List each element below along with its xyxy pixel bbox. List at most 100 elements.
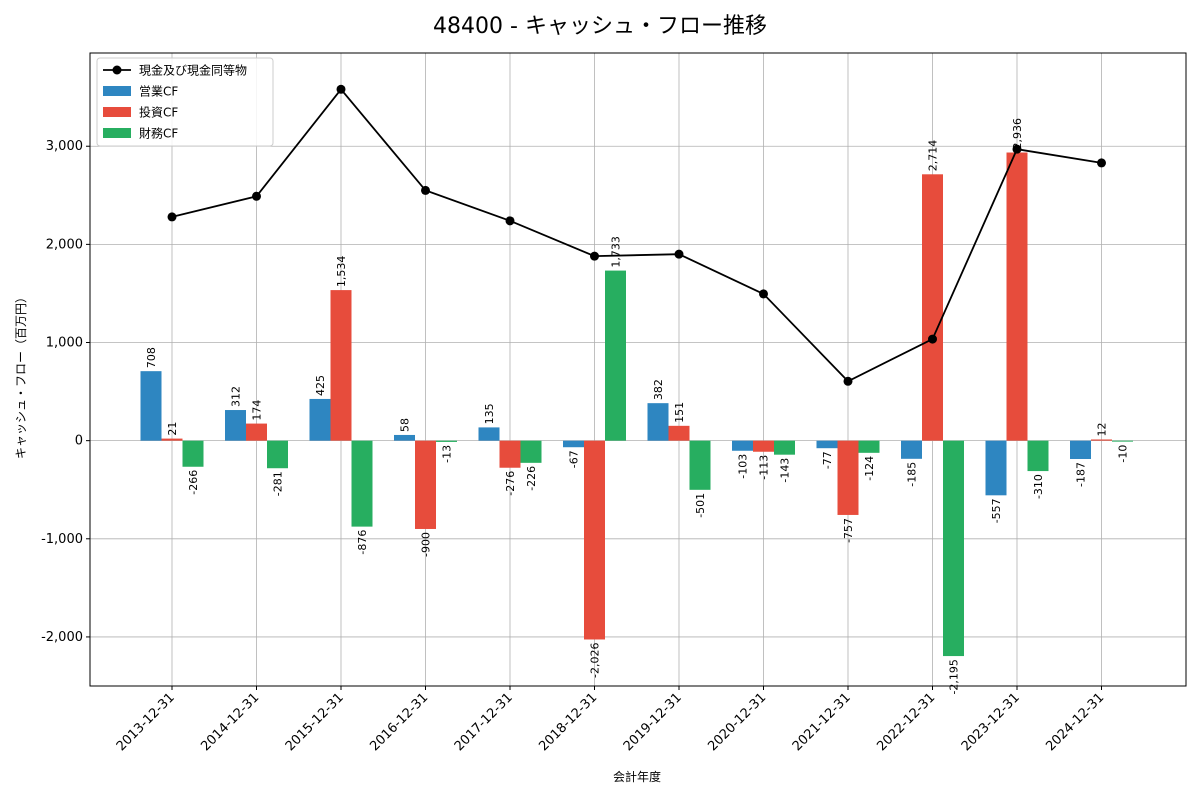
bar <box>182 440 204 467</box>
bar <box>985 440 1007 496</box>
bars <box>140 152 1133 657</box>
legend-bar-swatch <box>103 107 131 117</box>
bar <box>351 440 373 527</box>
bar <box>1006 152 1028 441</box>
bar <box>140 371 162 441</box>
bar <box>837 440 859 515</box>
cash-line-point <box>759 289 768 299</box>
cash-line-point <box>1097 158 1106 168</box>
bar-value-label: -900 <box>420 532 433 557</box>
bar <box>246 423 267 441</box>
bar-value-label: -10 <box>1117 445 1130 463</box>
bar <box>436 440 457 442</box>
cash-line-point <box>252 191 261 201</box>
cash-line-point <box>1012 144 1022 154</box>
cash-line-point <box>843 376 853 386</box>
x-tick-label: 2015-12-31 <box>283 690 347 754</box>
bar-value-label: 135 <box>483 403 496 424</box>
x-tick-label: 2023-12-31 <box>959 690 1023 754</box>
bar-value-label: -113 <box>758 455 771 480</box>
bar <box>1091 439 1112 441</box>
y-tick-label: -1,000 <box>41 532 83 547</box>
bar <box>753 440 774 452</box>
bar <box>858 440 880 453</box>
bar-value-label: -187 <box>1075 462 1088 487</box>
bar <box>1112 440 1133 442</box>
bar <box>732 440 753 451</box>
x-tick-label: 2017-12-31 <box>452 690 516 754</box>
x-tick-label: 2013-12-31 <box>114 690 178 754</box>
cash-line-point <box>928 334 937 344</box>
bar-value-label: 2,714 <box>927 140 940 172</box>
x-tick-label: 2024-12-31 <box>1043 690 1107 754</box>
x-tick-label: 2022-12-31 <box>874 690 938 754</box>
bar-value-label: -501 <box>694 493 707 518</box>
y-tick-label: 1,000 <box>46 336 83 351</box>
bar <box>1070 440 1091 460</box>
bar <box>816 440 838 449</box>
bar-value-label: 425 <box>314 375 327 396</box>
bar-value-label: -124 <box>863 456 876 481</box>
y-axis-label: キャッシュ・フロー（百万円） <box>14 291 28 459</box>
bar-value-label: -757 <box>842 518 855 543</box>
grid-lines <box>90 53 1186 686</box>
bar-value-label: 1,534 <box>335 256 348 288</box>
bar-value-label: -185 <box>906 462 919 487</box>
legend-label: 営業CF <box>139 85 178 99</box>
cash-line-point <box>167 212 177 222</box>
x-tick-label: 2020-12-31 <box>705 690 769 754</box>
bar-value-label: 151 <box>673 402 686 423</box>
legend-label: 財務CF <box>139 126 178 141</box>
bar <box>309 398 331 441</box>
bar-value-label: -226 <box>525 466 538 491</box>
legend-bar-swatch <box>103 86 131 96</box>
y-tick-label: 0 <box>75 434 83 449</box>
bar-value-label: -13 <box>441 445 454 463</box>
y-tick-label: 2,000 <box>46 237 83 252</box>
bar <box>225 410 246 441</box>
bar-value-label: 21 <box>166 422 179 436</box>
bar-value-label: 312 <box>230 386 243 407</box>
bar <box>330 290 352 441</box>
bar <box>689 440 711 490</box>
bar <box>499 440 521 468</box>
y-tick-label: -2,000 <box>41 630 83 645</box>
bar <box>520 440 542 463</box>
x-tick-label: 2014-12-31 <box>198 690 262 754</box>
bar <box>415 440 436 529</box>
bar <box>394 434 415 441</box>
x-tick-label: 2021-12-31 <box>790 690 854 754</box>
x-tick-label: 2018-12-31 <box>536 690 600 754</box>
legend-marker-swatch <box>112 65 122 75</box>
bar-value-label: 708 <box>145 347 158 368</box>
bar-value-label: -77 <box>821 451 834 469</box>
chart-title: 48400 - キャッシュ・フロー推移 <box>433 14 767 39</box>
bar-value-label: 1,733 <box>610 236 623 268</box>
bar-value-label: 12 <box>1096 422 1109 436</box>
bar-value-label: -310 <box>1032 474 1045 499</box>
x-tick-label: 2016-12-31 <box>367 690 431 754</box>
bar <box>774 440 795 455</box>
cash-line-path <box>171 87 1102 383</box>
bar-labels: 708 312 425 58 135 -67 382 -103 -77 -185 -557 -187 2… <box>145 118 1130 695</box>
bar <box>943 440 964 657</box>
plot-frame <box>89 52 1187 687</box>
legend-bar-swatch <box>103 128 131 138</box>
bar-value-label: -2,195 <box>948 659 961 694</box>
cash-line-point <box>590 251 599 261</box>
bar <box>584 440 605 640</box>
bar <box>647 403 669 441</box>
bar-value-label: -557 <box>990 498 1003 523</box>
legend-box <box>96 57 274 147</box>
cash-line-point <box>674 249 684 259</box>
bar-value-label: 382 <box>652 379 665 400</box>
legend-label: 投資CF <box>139 105 178 120</box>
bar-value-label: 2,936 <box>1011 118 1024 150</box>
bar <box>605 270 626 441</box>
x-axis-label: 会計年度 <box>613 769 661 784</box>
y-tick-label: 3,000 <box>46 139 83 154</box>
cash-line-point <box>421 185 430 195</box>
bar-value-label: -876 <box>356 530 369 555</box>
